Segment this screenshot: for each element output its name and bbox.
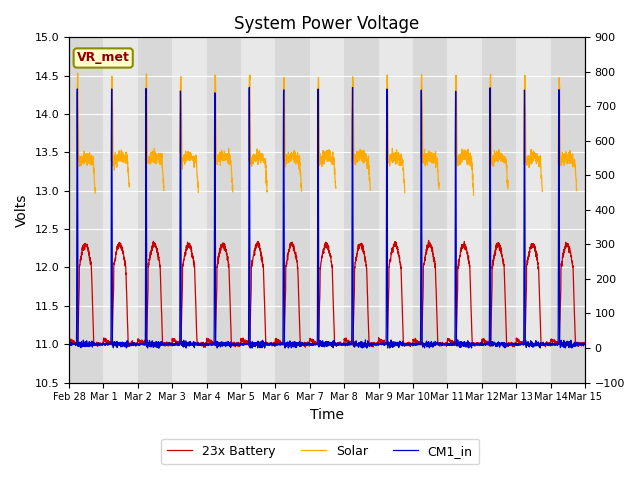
23x Battery xyxy=(581,341,589,347)
Line: 23x Battery: 23x Battery xyxy=(69,240,585,348)
Bar xyxy=(138,37,172,383)
Y-axis label: Volts: Volts xyxy=(15,193,29,227)
Line: CM1_in: CM1_in xyxy=(69,87,585,348)
Line: Solar: Solar xyxy=(77,73,577,195)
CM1_in xyxy=(581,341,589,347)
Text: VR_met: VR_met xyxy=(77,51,130,64)
CM1_in xyxy=(65,341,73,347)
Bar xyxy=(344,37,378,383)
23x Battery xyxy=(209,341,217,347)
CM1_in xyxy=(532,340,540,346)
Bar xyxy=(378,37,413,383)
Bar xyxy=(310,37,344,383)
Bar xyxy=(413,37,447,383)
CM1_in xyxy=(122,345,130,351)
23x Battery xyxy=(377,339,385,345)
Bar xyxy=(447,37,482,383)
CM1_in xyxy=(581,341,589,347)
23x Battery xyxy=(176,340,184,346)
Bar xyxy=(69,37,104,383)
Solar xyxy=(532,150,540,156)
Bar xyxy=(275,37,310,383)
23x Battery xyxy=(581,342,589,348)
Title: System Power Voltage: System Power Voltage xyxy=(234,15,420,33)
23x Battery xyxy=(532,250,540,255)
CM1_in xyxy=(378,342,385,348)
23x Battery xyxy=(65,337,73,343)
Bar xyxy=(482,37,516,383)
CM1_in xyxy=(176,342,184,348)
23x Battery xyxy=(425,238,433,243)
23x Battery xyxy=(387,257,394,263)
23x Battery xyxy=(200,345,207,350)
Bar xyxy=(172,37,207,383)
Legend: 23x Battery, Solar, CM1_in: 23x Battery, Solar, CM1_in xyxy=(161,439,479,464)
CM1_in xyxy=(209,341,217,347)
Bar xyxy=(550,37,585,383)
Bar xyxy=(207,37,241,383)
CM1_in xyxy=(387,341,394,347)
CM1_in xyxy=(246,84,253,90)
X-axis label: Time: Time xyxy=(310,408,344,422)
Solar xyxy=(386,152,394,158)
Bar xyxy=(516,37,550,383)
Bar xyxy=(104,37,138,383)
Bar xyxy=(241,37,275,383)
